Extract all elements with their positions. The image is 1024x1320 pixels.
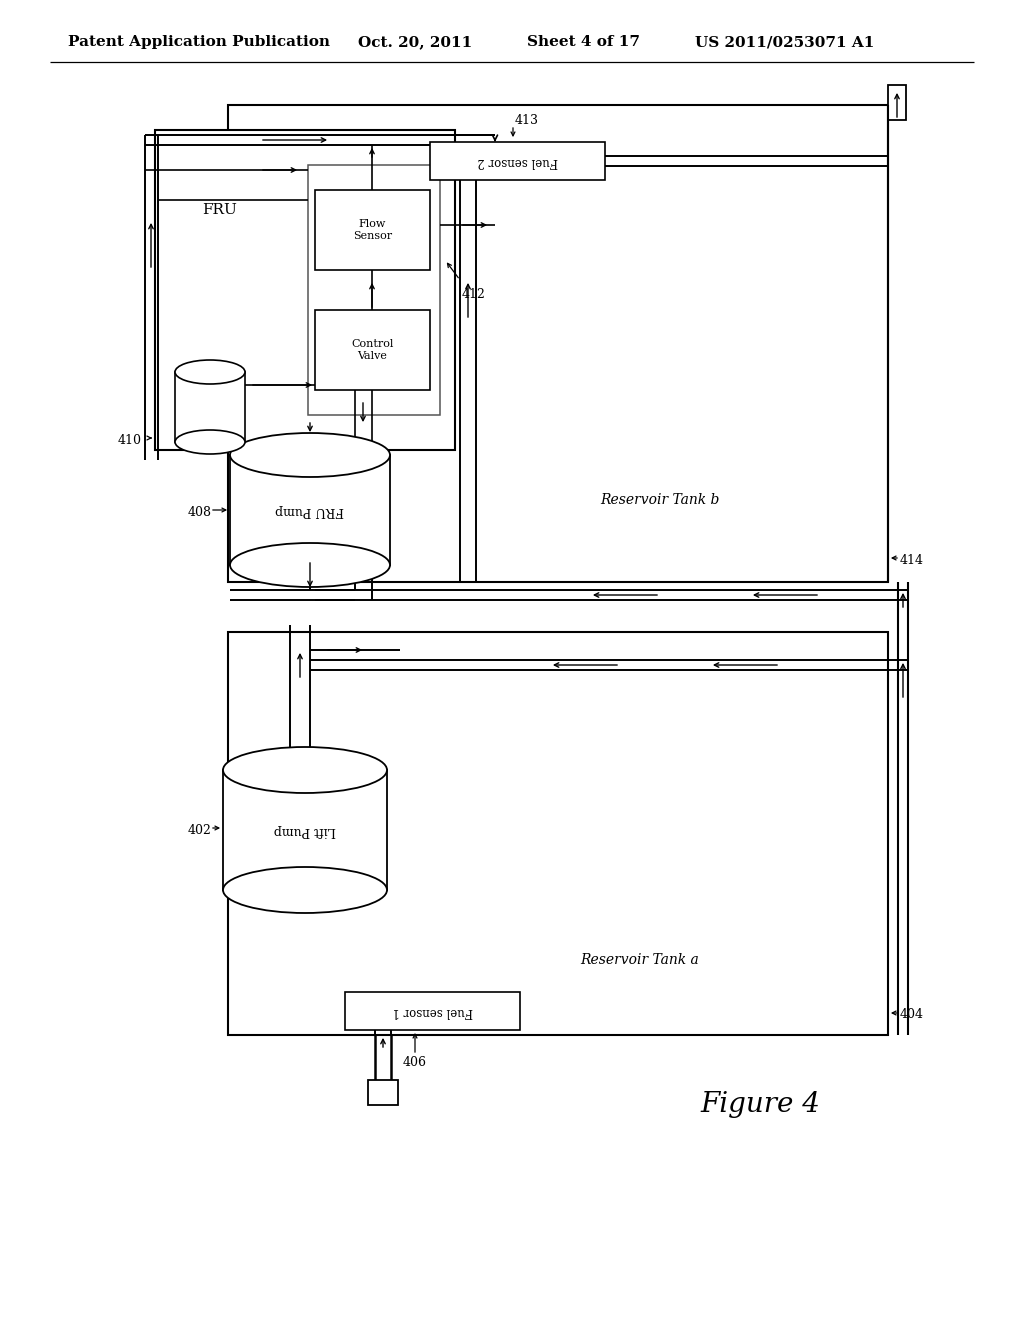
Bar	[228, 632, 888, 1035]
Ellipse shape	[223, 747, 387, 793]
Bar	[228, 106, 888, 582]
Bar	[175, 372, 245, 442]
Text: Oct. 20, 2011: Oct. 20, 2011	[358, 36, 472, 49]
Bar	[430, 143, 605, 180]
Bar	[345, 993, 520, 1030]
Bar	[308, 165, 440, 414]
Text: Sheet 4 of 17: Sheet 4 of 17	[527, 36, 640, 49]
Text: 412: 412	[462, 289, 485, 301]
Text: Patent Application Publication: Patent Application Publication	[68, 36, 330, 49]
Text: Reservoir Tank a: Reservoir Tank a	[580, 953, 698, 968]
Ellipse shape	[230, 543, 390, 587]
Ellipse shape	[175, 360, 245, 384]
Ellipse shape	[230, 433, 390, 477]
Bar	[315, 310, 430, 389]
Text: FRU: FRU	[203, 203, 238, 216]
Bar	[368, 1080, 398, 1105]
Text: Reservoir Tank b: Reservoir Tank b	[600, 492, 720, 507]
Text: Figure 4: Figure 4	[700, 1092, 820, 1118]
Bar	[315, 190, 430, 271]
Bar	[888, 84, 906, 120]
Ellipse shape	[175, 430, 245, 454]
Text: Fuel sensor 1: Fuel sensor 1	[392, 1005, 473, 1018]
Text: FRU
Servo: FRU Servo	[195, 397, 225, 417]
Text: 410: 410	[118, 433, 142, 446]
Text: 406: 406	[403, 1056, 427, 1068]
Bar	[155, 129, 455, 450]
Text: Fuel sensor 2: Fuel sensor 2	[477, 154, 558, 168]
Ellipse shape	[223, 867, 387, 913]
Text: 414: 414	[900, 553, 924, 566]
Text: FRU Pump: FRU Pump	[275, 503, 344, 516]
Text: 408: 408	[188, 506, 212, 519]
Text: 404: 404	[900, 1008, 924, 1022]
Bar	[223, 770, 387, 890]
Bar	[230, 455, 390, 565]
Text: US 2011/0253071 A1: US 2011/0253071 A1	[695, 36, 874, 49]
Text: 413: 413	[515, 114, 539, 127]
Text: Flow
Sensor: Flow Sensor	[353, 219, 392, 240]
Text: Lift Pump: Lift Pump	[273, 824, 336, 837]
Text: 402: 402	[188, 824, 212, 837]
Text: Control
Valve: Control Valve	[351, 339, 393, 360]
